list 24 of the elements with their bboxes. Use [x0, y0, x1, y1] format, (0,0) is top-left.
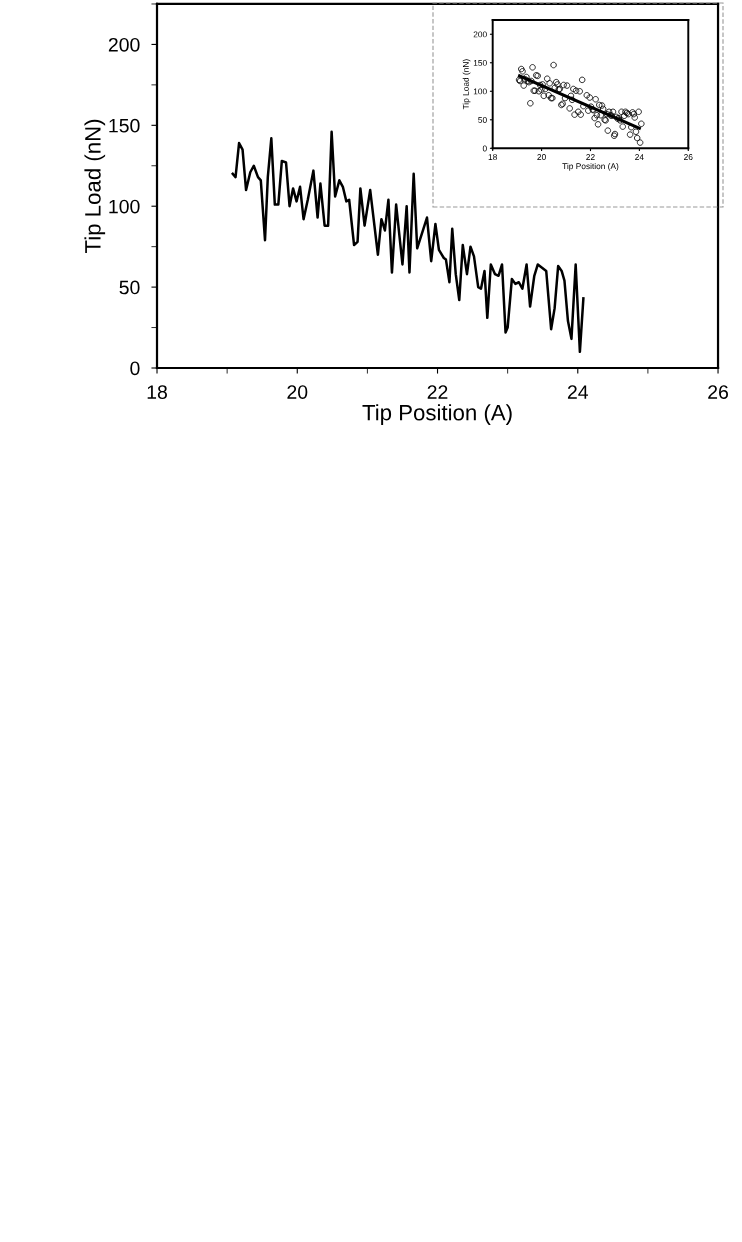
x-tick-label: 18 [147, 385, 167, 399]
y-tick-label: 0 [482, 145, 487, 152]
y-tick-label: 200 [473, 31, 487, 38]
y-tick-label: 200 [108, 37, 140, 52]
x-tick-label: 26 [684, 154, 693, 160]
y-tick-label: 100 [109, 199, 140, 214]
y-tick-label: 100 [473, 88, 487, 95]
x-tick-label: 20 [537, 154, 546, 160]
y-tick-label: 50 [119, 280, 140, 295]
x-axis-title: Tip Position (A) [362, 404, 512, 425]
x-tick-label: 18 [488, 154, 497, 160]
x-tick-label: 24 [567, 385, 589, 399]
x-tick-label: 26 [708, 385, 728, 399]
y-tick-label: 150 [473, 59, 487, 66]
y-axis-title: Tip Load (nN) [462, 59, 471, 110]
y-axis-title: Tip Load (nN) [84, 119, 106, 253]
x-tick-label: 22 [586, 154, 595, 160]
x-axis-title: Tip Position (A) [562, 163, 619, 171]
y-tick-label: 150 [109, 118, 140, 133]
x-tick-label: 24 [635, 154, 644, 160]
x-tick-label: 20 [287, 385, 308, 399]
x-tick-label: 22 [427, 385, 448, 399]
y-tick-label: 50 [478, 116, 487, 123]
y-tick-label: 0 [130, 361, 140, 376]
